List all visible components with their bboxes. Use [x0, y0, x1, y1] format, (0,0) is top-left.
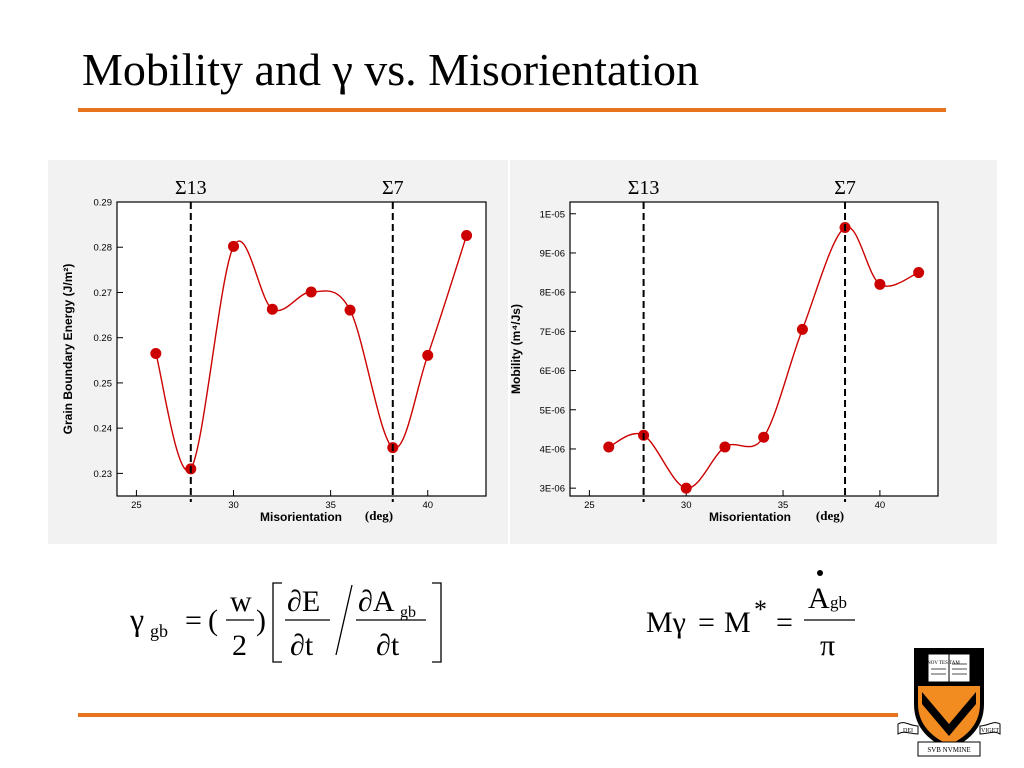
mobility-xtick-label: 25 [584, 500, 595, 511]
eq1-open-paren: ( [208, 604, 218, 637]
eq1-equals: = [185, 604, 202, 637]
mobility-ytick-label: 8E-06 [540, 288, 565, 299]
energy-data-point [266, 303, 278, 315]
energy-ytick-label: 0.23 [94, 469, 113, 480]
mobility-data-point [603, 441, 615, 453]
mobility-data-point [719, 441, 731, 453]
mobility-xtick-label: 40 [875, 500, 886, 511]
eq1-w: w [230, 585, 252, 618]
eq1-two: 2 [232, 629, 247, 662]
energy-ytick-label: 0.29 [94, 198, 113, 209]
eq2-star: * [754, 595, 767, 624]
energy-xaxis-unit: (deg) [365, 508, 393, 523]
energy-yaxis-label: Grain Boundary Energy (J/m²) [61, 264, 75, 435]
energy-data-point [344, 304, 356, 316]
energy-series-line [155, 235, 468, 472]
mobility-ytick-label: 7E-06 [540, 327, 565, 338]
mobility-ytick-label: 4E-06 [540, 444, 565, 455]
mobility-xtick-label: 35 [778, 500, 789, 511]
eq2-equals-2: = [776, 606, 793, 639]
energy-xtick-label: 30 [228, 500, 239, 511]
mobility-xaxis-label: Misorientation [709, 510, 791, 524]
logo-ribbon-right: VIGET [981, 728, 999, 734]
eq1-close-paren: ) [256, 604, 266, 637]
logo-ribbon-left: DEI [903, 728, 913, 734]
footer-divider [78, 713, 898, 717]
energy-plot-frame [116, 201, 487, 497]
mobility-ytick-label: 3E-06 [540, 484, 565, 495]
eq2-lhs: Mγ [646, 606, 686, 639]
energy-ytick-label: 0.26 [94, 333, 113, 344]
equation-gamma: γ gb = ( w 2 ) ∂E ∂t ∂A gb ∂t [129, 575, 460, 670]
mobility-data-point [874, 278, 886, 290]
eq1-dA-sub: gb [400, 604, 416, 621]
energy-data-point [422, 349, 434, 361]
eq2-equals-1: = [698, 606, 715, 639]
mobility-data-point [796, 323, 808, 335]
energy-xaxis-label: Misorientation [260, 510, 342, 524]
energy-xtick-label: 40 [422, 500, 433, 511]
energy-data-point [150, 348, 162, 360]
eq2-mstar: M [724, 606, 751, 639]
energy-xtick-label: 35 [325, 500, 336, 511]
mobility-reference-label: Σ7 [834, 177, 856, 199]
equation-mobility: Mγ = M * = A gb π [640, 560, 870, 670]
energy-data-point [305, 286, 317, 298]
eq1-lhs-sub: gb [150, 621, 168, 641]
eq1-lhs: γ [130, 601, 144, 637]
energy-reference-label: Σ7 [382, 177, 404, 199]
energy-ytick-label: 0.28 [94, 243, 113, 254]
eq2-denominator: π [820, 629, 835, 662]
energy-data-point [228, 240, 240, 252]
eq2-numerator-sub: gb [830, 593, 847, 612]
mobility-reference-label: Σ13 [628, 177, 660, 199]
mobility-data-point [913, 267, 925, 279]
energy-xtick-label: 25 [131, 500, 142, 511]
energy-ytick-label: 0.27 [94, 288, 113, 299]
eq1-dA: ∂A [358, 585, 395, 618]
mobility-ytick-label: 6E-06 [540, 366, 565, 377]
mobility-data-point [758, 431, 770, 443]
mobility-yaxis-label: Mobility (m⁴/Js) [509, 304, 523, 394]
mobility-ytick-label: 9E-06 [540, 248, 565, 259]
eq2-numerator: A [808, 582, 830, 615]
mobility-plot-frame [569, 201, 939, 497]
mobility-xaxis-unit: (deg) [816, 508, 844, 523]
mobility-series-line [608, 226, 919, 489]
logo-book-text: VET NOV TES TAM [916, 661, 960, 666]
university-shield-logo: VET NOV TES TAM DEI SVB NVMINE VIGET [897, 648, 1001, 757]
mobility-xtick-label: 30 [681, 500, 692, 511]
logo-ribbon-middle: SVB NVMINE [927, 746, 970, 754]
mobility-ytick-label: 5E-06 [540, 405, 565, 416]
eq1-dt1: ∂t [290, 629, 314, 662]
energy-ytick-label: 0.25 [94, 378, 113, 389]
page-title: Mobility and γ vs. Misorientation [82, 44, 700, 95]
eq1-dE: ∂E [287, 585, 320, 618]
energy-ytick-label: 0.24 [94, 424, 113, 435]
energy-data-point [461, 229, 473, 241]
energy-reference-label: Σ13 [175, 177, 207, 199]
eq2-dot [817, 570, 823, 576]
eq1-dt2: ∂t [376, 629, 400, 662]
mobility-ytick-label: 1E-05 [540, 209, 565, 220]
title-divider [78, 108, 946, 112]
mobility-data-point [680, 482, 692, 494]
